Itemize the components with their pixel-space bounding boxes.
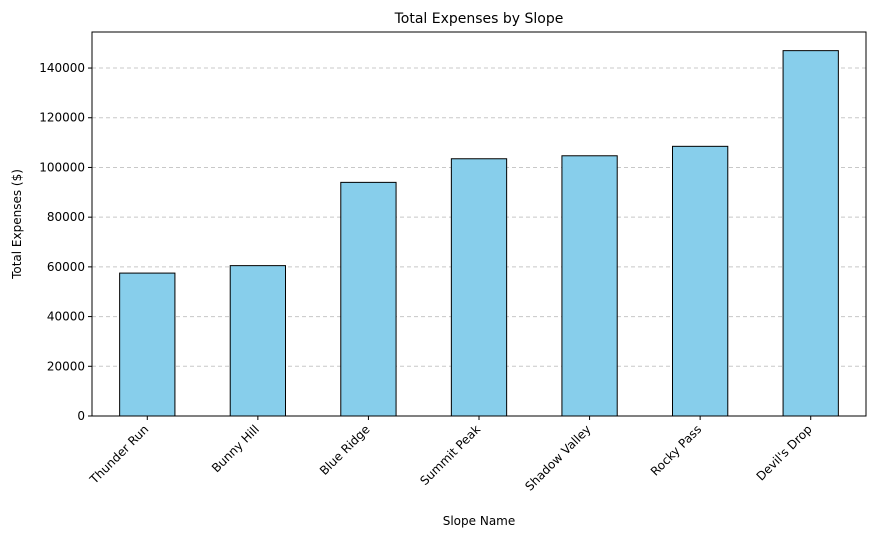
- x-tick-label: Thunder Run: [86, 422, 151, 487]
- bar: [119, 272, 176, 417]
- x-axis-title: Slope Name: [443, 514, 516, 528]
- y-tick-label: 60000: [47, 260, 85, 274]
- y-tick-label: 40000: [47, 310, 85, 324]
- bar: [229, 265, 286, 417]
- y-axis-ticks: 0 20000 40000 60000 80000 100000 120000 140000: [39, 61, 92, 423]
- chart-title: Total Expenses by Slope: [394, 11, 564, 27]
- x-axis-ticks: Thunder Run Bunny Hill Blue Ridge Summit Pe…: [86, 416, 815, 494]
- x-tick-label: Bunny Hill: [209, 422, 262, 475]
- x-tick-label: Devil's Drop: [754, 422, 815, 483]
- x-tick-label: Rocky Pass: [648, 422, 704, 478]
- y-tick-label: 20000: [47, 359, 85, 373]
- x-tick-label: Shadow Valley: [522, 422, 593, 493]
- y-tick-label: 120000: [39, 111, 85, 125]
- y-tick-label: 80000: [47, 210, 85, 224]
- x-tick-label: Blue Ridge: [317, 422, 373, 478]
- x-tick-label: Summit Peak: [417, 422, 483, 488]
- bar: [782, 50, 839, 417]
- y-tick-label: 140000: [39, 61, 85, 75]
- bars: [119, 50, 839, 417]
- y-tick-label: 0: [77, 409, 85, 423]
- bar: [561, 155, 618, 417]
- bar: [450, 158, 508, 417]
- bar: [340, 181, 397, 417]
- y-tick-label: 100000: [39, 160, 85, 174]
- y-axis-title: Total Expenses ($): [10, 169, 24, 280]
- bar: [672, 145, 729, 417]
